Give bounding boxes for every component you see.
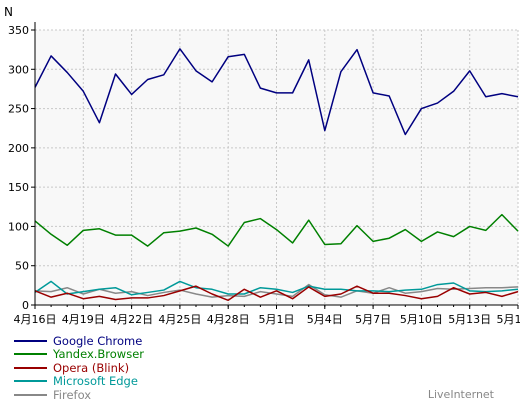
legend-label: Google Chrome	[53, 333, 143, 348]
legend-swatch	[14, 366, 47, 369]
x-tick-label: 5月10日	[400, 313, 443, 326]
series-line-yandex-browser	[34, 213, 519, 247]
series-layer	[34, 48, 519, 302]
series-line-google-chrome	[34, 48, 519, 136]
legend-item-opera-blink: Opera (Blink)	[14, 361, 144, 375]
y-axis-title: N	[4, 5, 13, 19]
legend-label: Opera (Blink)	[53, 360, 130, 375]
line-chart: 0 50 100 150 200 250 300 350 4月16日 4月19日 4月22日 4月25…	[4, 5, 520, 326]
series-line-microsoft-edge	[34, 280, 519, 296]
y-tick-label: 0	[22, 299, 29, 312]
y-tick-label: 50	[15, 260, 29, 273]
legend-swatch	[14, 339, 47, 342]
brand-label: LiveInternet	[427, 388, 494, 401]
legend-swatch	[14, 380, 47, 383]
legend-swatch	[14, 353, 47, 356]
x-tick-label: 4月16日	[14, 313, 57, 326]
y-tick-label: 350	[8, 24, 29, 37]
legend-item-firefox: Firefox	[14, 388, 144, 402]
grid-lines	[34, 29, 519, 305]
x-tick-label: 4月22日	[110, 313, 153, 326]
legend-label: Yandex.Browser	[53, 347, 145, 362]
y-tick-label: 300	[8, 63, 29, 76]
legend-swatch	[14, 393, 47, 396]
legend: Google Chrome Yandex.Browser Opera (Blink)…	[14, 334, 144, 402]
x-tick-label: 5月4日	[307, 313, 343, 326]
x-tick-label: 5月1日	[259, 313, 295, 326]
x-tick-label: 5月7日	[355, 313, 391, 326]
legend-label: Firefox	[53, 387, 92, 402]
x-tick-label: 5月16日	[497, 313, 520, 326]
y-tick-label: 100	[8, 220, 29, 233]
y-tick-label: 150	[8, 181, 29, 194]
x-tick-label: 4月19日	[62, 313, 105, 326]
y-tick-label: 250	[8, 103, 29, 116]
x-tick-label: 4月25日	[158, 313, 201, 326]
series-line-opera-blink	[34, 285, 519, 302]
legend-item-yandex-browser: Yandex.Browser	[14, 347, 145, 362]
tick-labels: 0 50 100 150 200 250 300 350 4月16日 4月19日 4月22日 4月25…	[8, 24, 520, 326]
legend-item-microsoft-edge: Microsoft Edge	[14, 374, 144, 389]
x-tick-label: 5月13日	[448, 313, 491, 326]
axes	[31, 22, 519, 309]
legend-label: Microsoft Edge	[53, 374, 138, 389]
series-line-firefox	[34, 283, 519, 298]
y-tick-label: 200	[8, 142, 29, 155]
legend-item-google-chrome: Google Chrome	[14, 334, 144, 348]
x-tick-label: 4月28日	[207, 313, 250, 326]
